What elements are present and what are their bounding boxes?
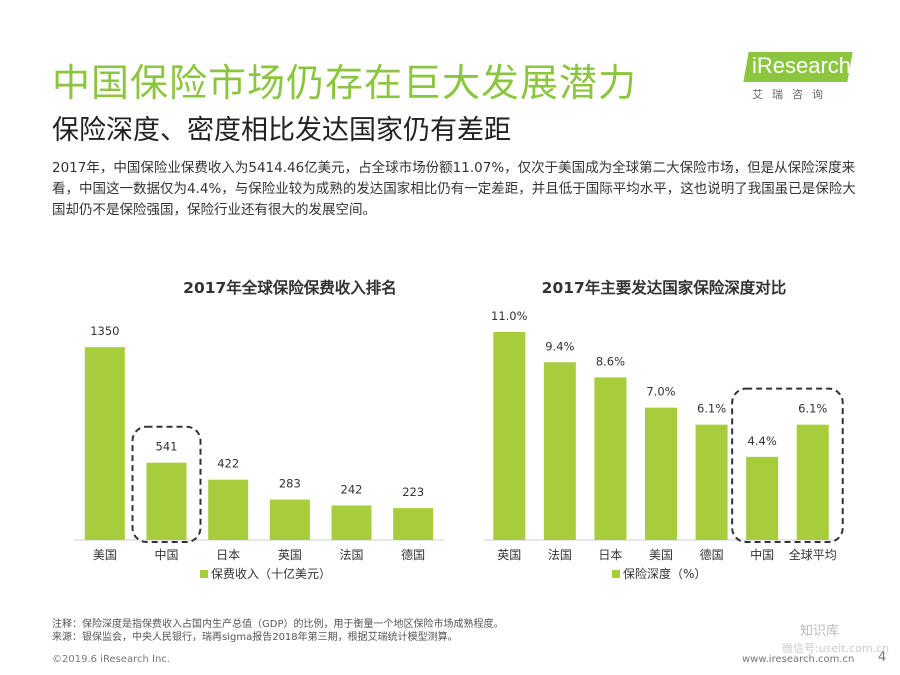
logo-subtext: 艾瑞咨询	[752, 88, 832, 101]
page-subtitle: 保险深度、密度相比发达国家仍有差距	[52, 115, 511, 146]
chart1-bar	[146, 462, 187, 540]
chart2-legend-label: 保险深度（%）	[623, 566, 706, 581]
watermark-sub: 微信号:useit.com.cn	[782, 642, 890, 655]
chart2-category-label: 法国	[548, 548, 572, 562]
chart1-category-label: 德国	[401, 547, 425, 562]
chart1-data-label: 541	[156, 440, 178, 454]
page-number: 4	[878, 650, 887, 665]
chart1-highlight-box	[131, 425, 202, 544]
page-title: 中国保险市场仍存在巨大发展潜力	[52, 61, 638, 105]
chart1-data-label: 283	[279, 477, 301, 491]
chart1-data-label: 1350	[90, 324, 119, 338]
chart1-bar	[331, 505, 372, 540]
watermark-name: 知识库	[800, 624, 840, 639]
chart2-category-label: 中国	[750, 547, 774, 562]
chart1-data-label: 242	[341, 482, 363, 496]
note-definition: 注释：保险深度是指保费收入占国内生产总值（GDP）的比例，用于衡量一个地区保险市…	[52, 619, 504, 630]
chart1-category-label: 美国	[93, 548, 117, 562]
chart1-data-label: 422	[217, 457, 239, 471]
chart2-data-label: 6.1%	[798, 402, 827, 416]
notes: 注释：保险深度是指保费收入占国内生产总值（GDP）的比例，用于衡量一个地区保险市…	[52, 618, 503, 644]
chart1: 1350 美国 541 中国 422 日本 283 英国 242 法国 223 德国保费收入（十亿美元…	[74, 324, 444, 581]
chart2-category-label: 美国	[649, 548, 673, 562]
chart2-data-label: 6.1%	[697, 402, 726, 416]
iresearch-logo: iResearch 艾瑞咨询	[743, 52, 858, 104]
chart1-legend-swatch	[200, 570, 208, 578]
chart2-category-label: 英国	[497, 548, 521, 562]
chart2-data-label: 9.4%	[545, 339, 574, 353]
copyright: ©2019.6 iResearch Inc.	[52, 654, 170, 665]
chart2-bar	[594, 377, 627, 540]
chart1-category-label: 中国	[154, 547, 178, 562]
chart1-legend-label: 保费收入（十亿美元）	[211, 566, 331, 581]
chart1-bar	[269, 499, 310, 540]
chart2-category-label: 德国	[700, 547, 724, 562]
chart2-category-label: 全球平均	[789, 547, 837, 562]
chart1-bar	[393, 508, 434, 540]
chart2-bar	[796, 424, 829, 540]
chart2-legend-swatch	[612, 570, 620, 578]
chart1-bar	[208, 479, 249, 540]
chart1-bar	[84, 347, 125, 540]
chart2-bar	[746, 456, 779, 540]
chart2-bar	[645, 407, 677, 540]
chart2-data-label: 11.0%	[491, 309, 528, 323]
chart2-bar	[543, 362, 576, 540]
chart1-data-label: 223	[402, 485, 424, 499]
chart2-data-label: 4.4%	[748, 434, 777, 448]
chart2-data-label: 8.6%	[596, 354, 625, 368]
chart2: 11.0% 英国 9.4% 法国 8.6% 日本 7.0% 美国 6.1% 德国 4.4% 中国 6.1…	[484, 309, 844, 581]
chart2-title: 2017年主要发达国家保险深度对比	[541, 279, 787, 297]
chart1-category-label: 英国	[278, 548, 302, 562]
note-source: 来源：银保监会，中央人民银行，瑞再sigma报告2018年第三期，根据艾瑞统计模…	[52, 632, 458, 643]
intro-paragraph: 2017年，中国保险业保费收入为5414.46亿美元，占全球市场份额11.07%…	[52, 160, 856, 218]
chart2-category-label: 日本	[598, 548, 622, 562]
chart2-bar	[493, 332, 526, 540]
website-link[interactable]: www.iresearch.com.cn	[742, 654, 855, 665]
chart1-title: 2017年全球保险保费收入排名	[183, 279, 397, 297]
chart2-bar	[695, 424, 728, 540]
logo-text: iResearch	[752, 53, 852, 78]
chart1-category-label: 法国	[339, 548, 363, 562]
chart2-data-label: 7.0%	[646, 385, 675, 399]
chart1-category-label: 日本	[216, 548, 240, 562]
chart2-highlight-box	[731, 387, 844, 543]
